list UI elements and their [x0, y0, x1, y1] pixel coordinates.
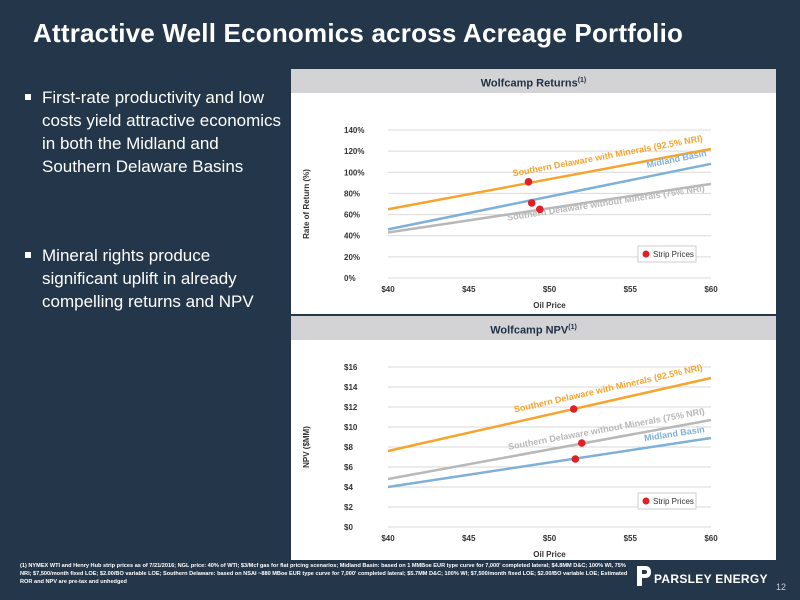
y-tick-label: 0%	[344, 274, 356, 283]
returns-chart-panel: Wolfcamp Returns(1) 0% 20% 40% 60% 80% 100% 12…	[291, 69, 776, 314]
legend-label: Strip Prices	[653, 250, 694, 259]
strip-price-point	[569, 405, 578, 413]
series-line	[387, 147, 712, 211]
y-tick-label: 100%	[344, 168, 364, 177]
bullet-text: First-rate productivity and low costs yi…	[42, 88, 282, 176]
y-tick-label: 120%	[344, 147, 364, 156]
series-line	[387, 436, 712, 489]
footnote: (1) NYMEX WTI and Henry Hub strip prices…	[20, 563, 628, 585]
bullet-item: First-rate productivity and low costs yi…	[25, 86, 290, 178]
x-tick-label: $60	[704, 534, 718, 543]
y-tick-label: $6	[344, 463, 353, 472]
y-tick-label: 40%	[344, 232, 360, 241]
legend: Strip Prices	[637, 492, 697, 510]
y-tick-label: $4	[344, 483, 353, 492]
series-label: Southern Delaware without Minerals (75% …	[506, 183, 705, 223]
series-line	[387, 182, 712, 234]
strip-price-point	[536, 205, 544, 214]
strip-price-point	[524, 178, 533, 186]
x-tick-label: $40	[381, 285, 395, 294]
parsley-p-icon	[637, 566, 651, 586]
x-axis-title: Oil Price	[533, 550, 566, 559]
x-tick-label: $60	[704, 285, 718, 294]
y-tick-label: $12	[344, 403, 358, 412]
series-line	[387, 162, 712, 231]
y-tick-label: 80%	[344, 189, 360, 198]
square-bullet-icon	[25, 94, 31, 100]
y-axis-title: NPV ($MM)	[302, 426, 311, 468]
y-tick-label: $0	[344, 523, 353, 532]
npv-chart: $0 $2 $4 $6 $8 $10 $12 $14 $16 $40 $45 $50 $55 $60 Oil…	[302, 362, 718, 559]
series-line	[387, 376, 712, 453]
y-tick-label: 140%	[344, 126, 364, 135]
y-tick-label: $2	[344, 503, 353, 512]
bullet-list: First-rate productivity and low costs yi…	[25, 86, 290, 311]
returns-chart: 0% 20% 40% 60% 80% 100% 120% 140% $40 $45 $50 $55 $6…	[302, 126, 718, 310]
x-tick-label: $40	[381, 534, 395, 543]
npv-chart-title: Wolfcamp NPV(1)	[291, 316, 776, 340]
strip-price-point	[578, 439, 586, 447]
y-tick-label: $8	[344, 443, 353, 452]
series-line	[387, 418, 712, 481]
x-axis-title: Oil Price	[533, 301, 566, 310]
x-tick-label: $55	[624, 534, 638, 543]
x-tick-label: $45	[462, 534, 476, 543]
legend-marker	[642, 497, 650, 505]
logo-text: PARSLEY ENERGY	[654, 572, 768, 586]
x-tick-label: $50	[543, 534, 557, 543]
company-logo: PARSLEY ENERGY	[636, 564, 776, 590]
y-tick-label: 60%	[344, 211, 360, 220]
page-title: Attractive Well Economics across Acreage…	[33, 18, 684, 48]
x-tick-label: $55	[624, 285, 638, 294]
strip-price-point	[571, 455, 580, 463]
npv-chart-panel: Wolfcamp NPV(1) $0 $2 $4 $6 $8 $10 $12 $14 $16 $4…	[291, 316, 776, 560]
y-tick-label: $10	[344, 423, 358, 432]
y-tick-label: $16	[344, 363, 358, 372]
strip-price-point	[527, 199, 536, 207]
legend-marker	[642, 250, 650, 258]
page-number: 12	[776, 582, 787, 592]
x-tick-label: $45	[462, 285, 476, 294]
y-axis-title: Rate of Return (%)	[302, 169, 311, 239]
returns-chart-title: Wolfcamp Returns(1)	[291, 69, 776, 93]
x-tick-label: $50	[543, 285, 557, 294]
legend-label: Strip Prices	[653, 497, 694, 506]
square-bullet-icon	[25, 252, 31, 258]
y-tick-label: $14	[344, 383, 358, 392]
bullet-text: Mineral rights produce significant uplif…	[42, 246, 254, 311]
bullet-item: Mineral rights produce significant uplif…	[25, 244, 290, 313]
y-tick-label: 20%	[344, 253, 360, 262]
legend: Strip Prices	[637, 245, 697, 263]
